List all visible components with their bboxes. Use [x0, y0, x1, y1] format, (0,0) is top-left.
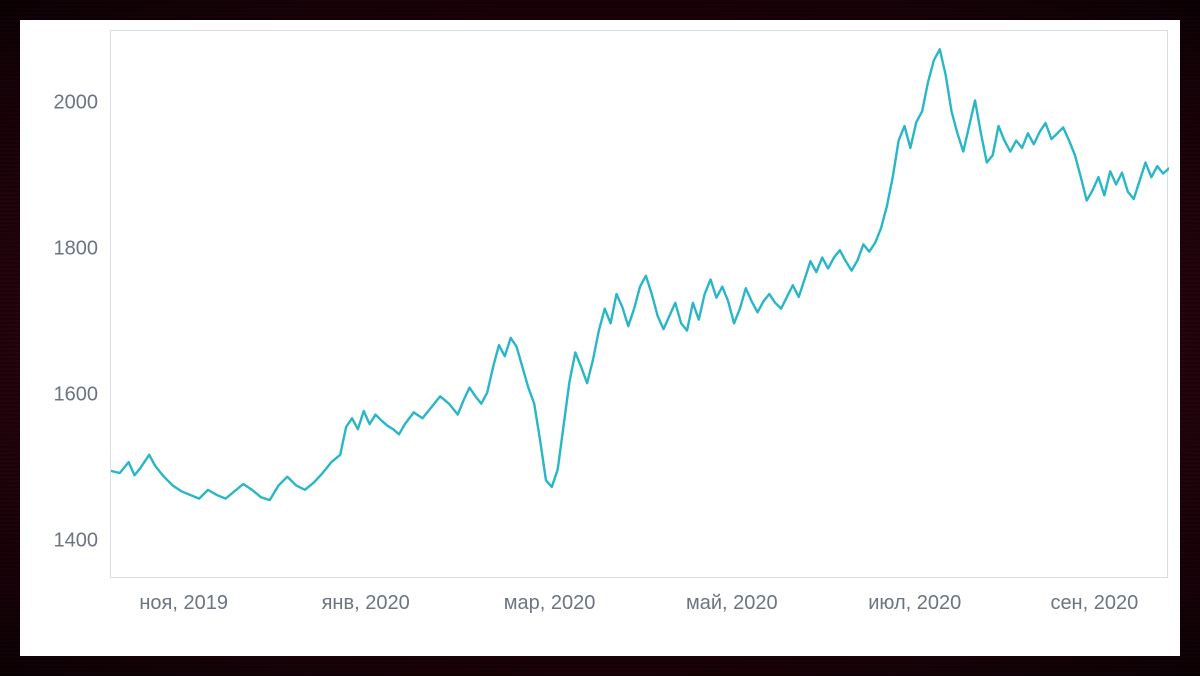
y-axis-labels: 1400 1600 1800 2000 — [20, 30, 98, 578]
chart-panel: 1400 1600 1800 2000 ноя, 2019 янв, 2020 мар, … — [20, 20, 1180, 656]
line-chart-svg — [111, 31, 1169, 579]
y-tick-label: 1800 — [20, 238, 98, 261]
y-tick-label: 2000 — [20, 92, 98, 115]
x-tick-label: май, 2020 — [686, 592, 778, 615]
x-tick-label: янв, 2020 — [322, 592, 410, 615]
x-tick-label: мар, 2020 — [504, 592, 596, 615]
page-background: 1400 1600 1800 2000 ноя, 2019 янв, 2020 мар, … — [0, 0, 1200, 676]
plot-area — [110, 30, 1168, 578]
x-tick-label: сен, 2020 — [1050, 592, 1138, 615]
y-tick-label: 1400 — [20, 530, 98, 553]
x-axis-labels: ноя, 2019 янв, 2020 мар, 2020 май, 2020 июл,… — [110, 592, 1168, 632]
x-tick-label: июл, 2020 — [868, 592, 961, 615]
price-line — [111, 49, 1169, 500]
x-tick-label: ноя, 2019 — [139, 592, 228, 615]
y-tick-label: 1600 — [20, 384, 98, 407]
